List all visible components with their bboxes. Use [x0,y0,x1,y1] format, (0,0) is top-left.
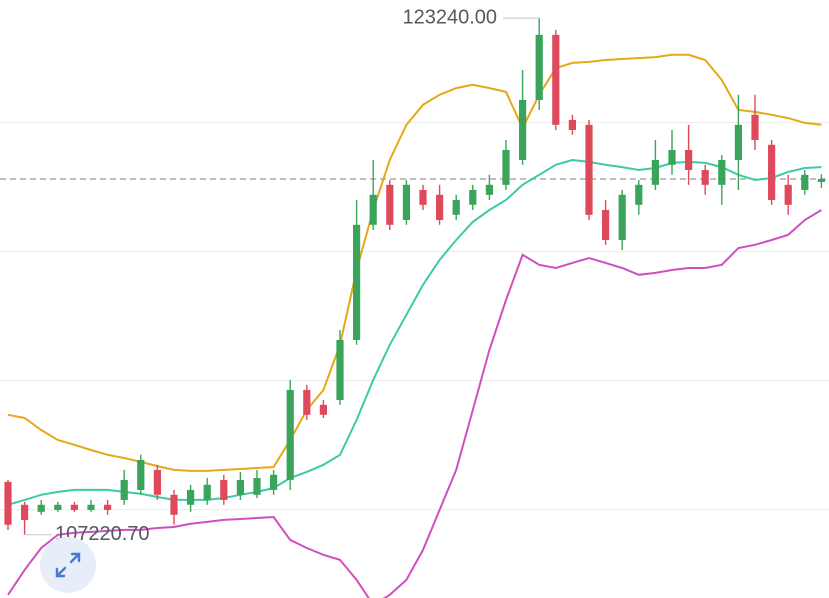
expand-button-bg[interactable] [40,537,96,593]
candle-body [37,504,45,512]
candle-body [236,479,244,495]
candle-body [801,174,809,190]
expand-icon [55,552,81,578]
candle-body [336,339,344,400]
candle-body [54,504,62,510]
candle-body [535,34,543,100]
candle-body [286,389,294,480]
candle-body [319,404,327,415]
candle-body [104,504,112,510]
candle-body [170,494,178,515]
candle-body [635,184,643,205]
candle-body [668,149,676,165]
candle-body [784,184,792,205]
candle-body [203,484,211,500]
candle-body [369,194,377,225]
candles [4,18,825,535]
candle-body [253,478,261,495]
candle-body [502,149,510,185]
candle-body [270,474,278,490]
candle-body [734,124,742,160]
candle-body [353,224,361,340]
candle-body [402,184,410,220]
candle-body [585,124,593,215]
candle-body [602,209,610,240]
candle-body [4,481,12,525]
candle-body [21,504,29,520]
candle-body [419,189,427,205]
grid [0,122,829,511]
candle-body [303,389,311,415]
candle-body [70,504,78,510]
bands [7,53,822,598]
candle-body [651,159,659,185]
candle-body [701,169,709,185]
candle-body [220,479,228,500]
candle-body [153,469,161,495]
candle-body [137,459,145,490]
candle-body [552,34,560,125]
band-line [7,209,822,598]
candle-body [685,149,693,170]
candle-body [452,199,460,215]
expand-button[interactable] [40,537,96,593]
band-line [7,53,822,472]
band-line [7,158,822,506]
candle-body [469,189,477,205]
annotation-label: 123240.00 [402,6,497,28]
candle-body [386,184,394,225]
candle-body [519,99,527,160]
candle-body [568,119,576,130]
candle-body [436,194,444,220]
candle-body [751,114,759,140]
candle-body [120,479,128,500]
candle-body [768,144,776,200]
candle-body [817,179,825,182]
candle-body [187,489,195,505]
candle-body [485,184,493,195]
candle-body [618,194,626,240]
candle-body [718,159,726,185]
candle-body [87,504,95,510]
